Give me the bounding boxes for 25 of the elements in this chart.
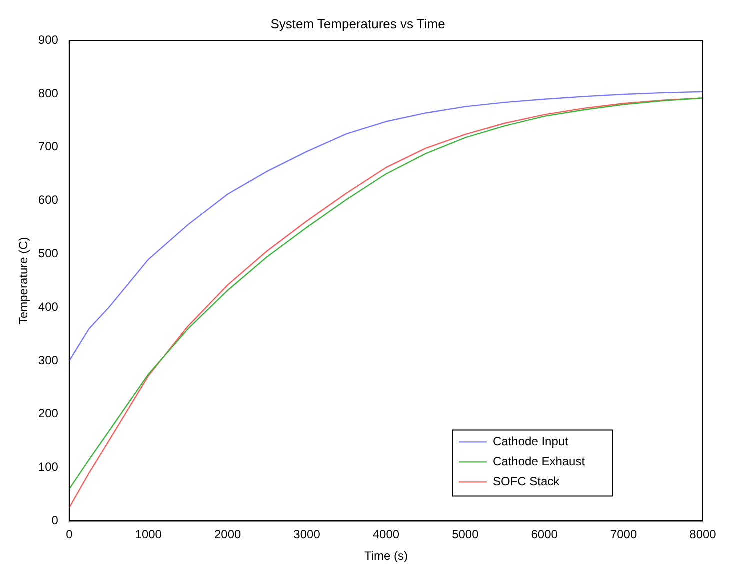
y-axis-title: Temperature (C) xyxy=(16,237,31,325)
x-tick-label: 7000 xyxy=(610,528,638,542)
x-tick-label: 1000 xyxy=(135,528,162,542)
x-axis-title: Time (s) xyxy=(364,549,408,564)
y-tick-label: 700 xyxy=(38,140,59,154)
y-tick-label: 0 xyxy=(52,514,59,528)
x-tick-label: 3000 xyxy=(294,528,321,542)
legend-label: Cathode Exhaust xyxy=(493,454,586,469)
y-tick-label: 200 xyxy=(38,406,59,421)
x-tick-label: 0 xyxy=(66,528,74,542)
y-tick-label: 300 xyxy=(38,353,59,368)
y-tick-label: 600 xyxy=(38,193,59,208)
x-tick-label: 8000 xyxy=(690,528,717,542)
x-tick-label: 2000 xyxy=(214,528,242,542)
x-tick-label: 4000 xyxy=(372,528,400,542)
y-tick-label: 500 xyxy=(38,246,59,261)
chart-title: System Temperatures vs Time xyxy=(270,16,446,32)
y-tick-label: 900 xyxy=(38,32,59,47)
legend-label: SOFC Stack xyxy=(493,474,561,489)
x-tick-label: 5000 xyxy=(452,528,480,542)
x-tick-label: 6000 xyxy=(531,528,558,542)
y-tick-label: 400 xyxy=(38,300,59,314)
legend-label: Cathode Input xyxy=(493,434,570,449)
y-tick-label: 100 xyxy=(38,460,59,474)
y-tick-label: 800 xyxy=(38,86,59,100)
